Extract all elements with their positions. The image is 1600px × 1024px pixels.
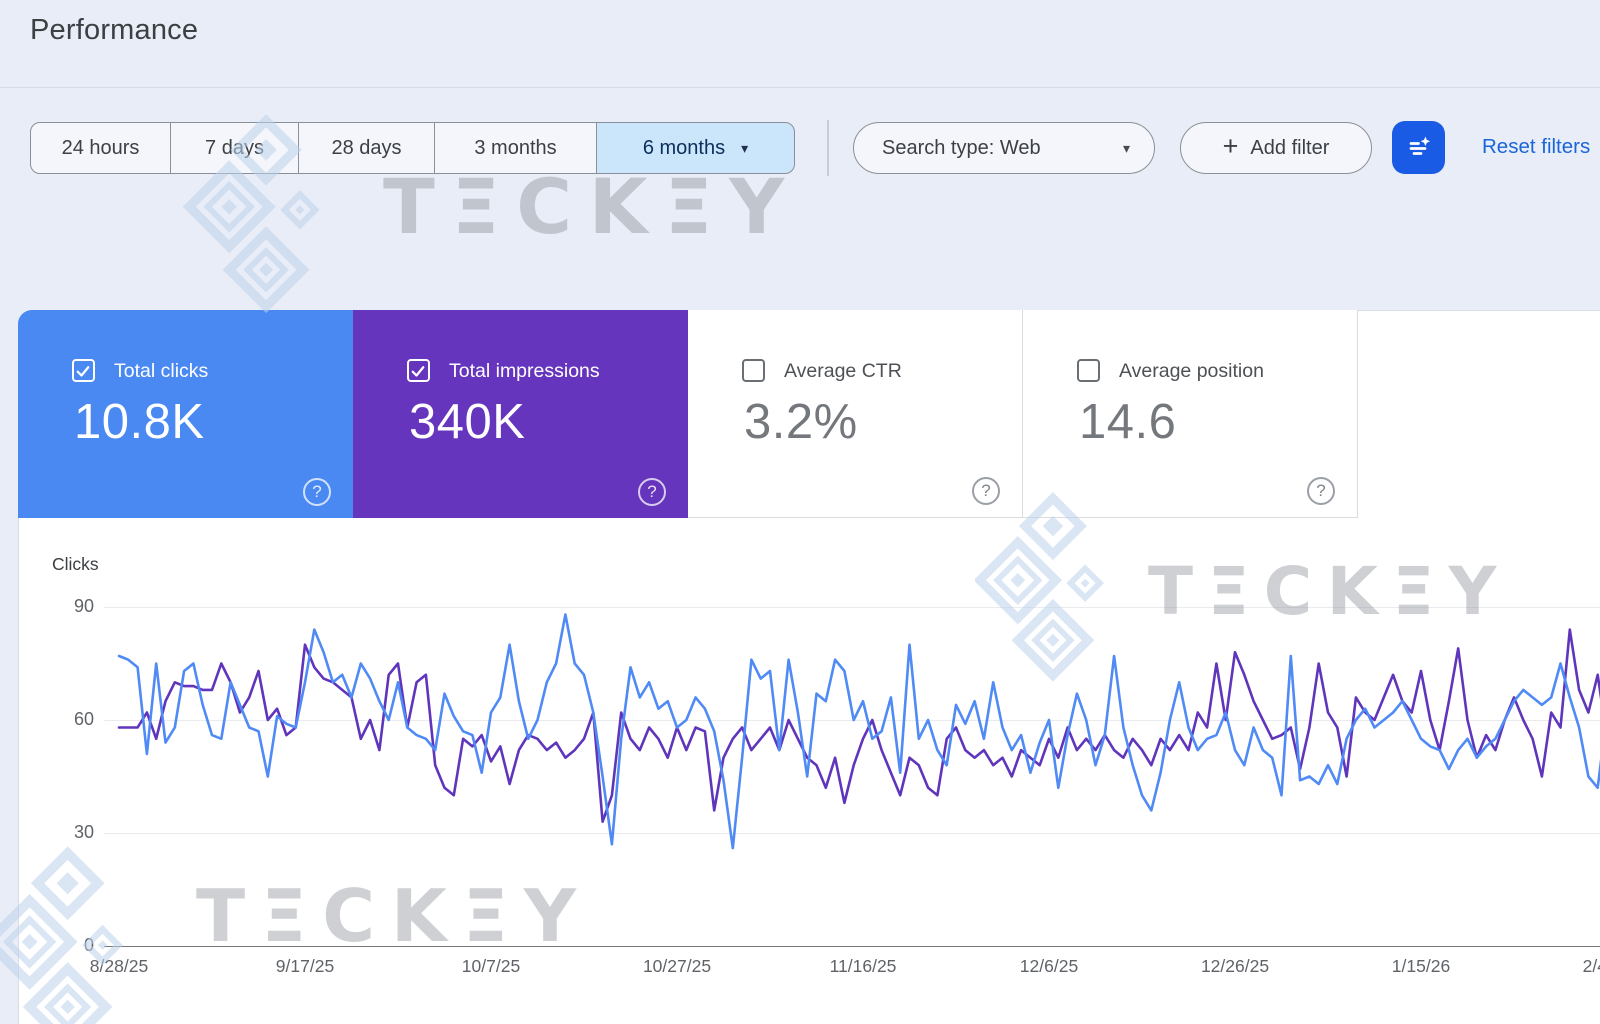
y-tick-label: 30 xyxy=(73,822,94,842)
tab-24-hours-label: 24 hours xyxy=(61,136,140,159)
watermark-text: TΞCKΞY xyxy=(383,162,801,251)
tune-sparkle-icon xyxy=(1409,136,1430,155)
tab-6-months-label: 6 months xyxy=(642,136,726,159)
y-tick-label: 60 xyxy=(73,709,94,729)
tab-24-hours[interactable]: 24 hours xyxy=(30,122,171,174)
metric-value: 14.6 xyxy=(1079,395,1177,449)
tab-28-days[interactable]: 28 days xyxy=(298,122,435,174)
plus-icon: + xyxy=(1222,131,1239,161)
page-title: Performance xyxy=(30,14,199,46)
metric-card-total-impressions[interactable]: Total impressions 340K ? xyxy=(353,310,688,518)
gridline-90 xyxy=(104,607,1600,608)
checkbox-checked-icon[interactable] xyxy=(407,359,430,382)
help-icon[interactable]: ? xyxy=(972,477,1000,505)
tab-28-days-label: 28 days xyxy=(331,136,402,159)
x-tick-label: 10/27/25 xyxy=(642,956,712,976)
checkbox-checked-icon[interactable] xyxy=(72,359,95,382)
checkbox-unchecked-icon[interactable] xyxy=(742,359,765,382)
metric-card-average-position[interactable]: Average position 14.6 ? xyxy=(1023,310,1358,518)
metric-label: Average position xyxy=(1119,360,1264,382)
x-tick-label: 12/26/25 xyxy=(1200,956,1270,976)
x-tick-label: 12/6/25 xyxy=(1019,956,1079,976)
series-total-clicks xyxy=(117,613,1600,850)
help-icon[interactable]: ? xyxy=(303,478,331,506)
toolbar-separator xyxy=(827,120,829,176)
series-total-impressions xyxy=(117,628,1600,823)
header-divider xyxy=(0,87,1600,88)
tab-3-months-label: 3 months xyxy=(474,136,557,159)
reset-filters-link[interactable]: Reset filters xyxy=(1482,135,1591,158)
tab-3-months[interactable]: 3 months xyxy=(434,122,597,174)
tab-6-months[interactable]: 6 months ▾ xyxy=(596,122,795,174)
metric-value: 10.8K xyxy=(74,395,205,449)
x-tick-label: 11/16/25 xyxy=(829,956,897,976)
search-type-label: Search type: Web xyxy=(882,136,1041,159)
x-tick-label: 9/17/25 xyxy=(275,956,335,976)
checkbox-unchecked-icon[interactable] xyxy=(1077,359,1100,382)
gridline-30 xyxy=(104,833,1600,834)
add-filter-button[interactable]: + Add filter xyxy=(1180,122,1372,174)
metric-label: Total clicks xyxy=(114,360,209,382)
chevron-down-icon: ▾ xyxy=(1122,139,1130,156)
tab-7-days-label: 7 days xyxy=(205,136,264,159)
gridline-60 xyxy=(104,720,1600,721)
metric-label: Total impressions xyxy=(449,360,600,382)
tune-filters-button[interactable] xyxy=(1392,121,1445,174)
tab-7-days[interactable]: 7 days xyxy=(170,122,299,174)
metric-label: Average CTR xyxy=(784,360,902,382)
help-icon[interactable]: ? xyxy=(1307,477,1335,505)
metric-card-average-ctr[interactable]: Average CTR 3.2% ? xyxy=(688,310,1023,518)
y-tick-label: 0 xyxy=(83,935,94,955)
chevron-down-icon: ▾ xyxy=(741,139,749,156)
metric-value: 3.2% xyxy=(744,395,858,449)
chart-y-axis-title: Clicks xyxy=(52,554,99,574)
x-tick-label: 10/7/25 xyxy=(461,956,521,976)
search-type-dropdown[interactable]: Search type: Web ▾ xyxy=(853,122,1155,174)
help-icon[interactable]: ? xyxy=(638,478,666,506)
add-filter-label: Add filter xyxy=(1250,136,1330,159)
clicks-impressions-line-chart xyxy=(117,613,1600,850)
x-tick-label: 1/15/26 xyxy=(1391,956,1451,976)
y-tick-label: 90 xyxy=(73,596,94,616)
x-tick-label: 2/4/26 xyxy=(1582,956,1600,976)
metric-card-total-clicks[interactable]: Total clicks 10.8K ? xyxy=(18,310,353,518)
gridline-0 xyxy=(104,946,1600,947)
metric-value: 340K xyxy=(409,395,526,449)
